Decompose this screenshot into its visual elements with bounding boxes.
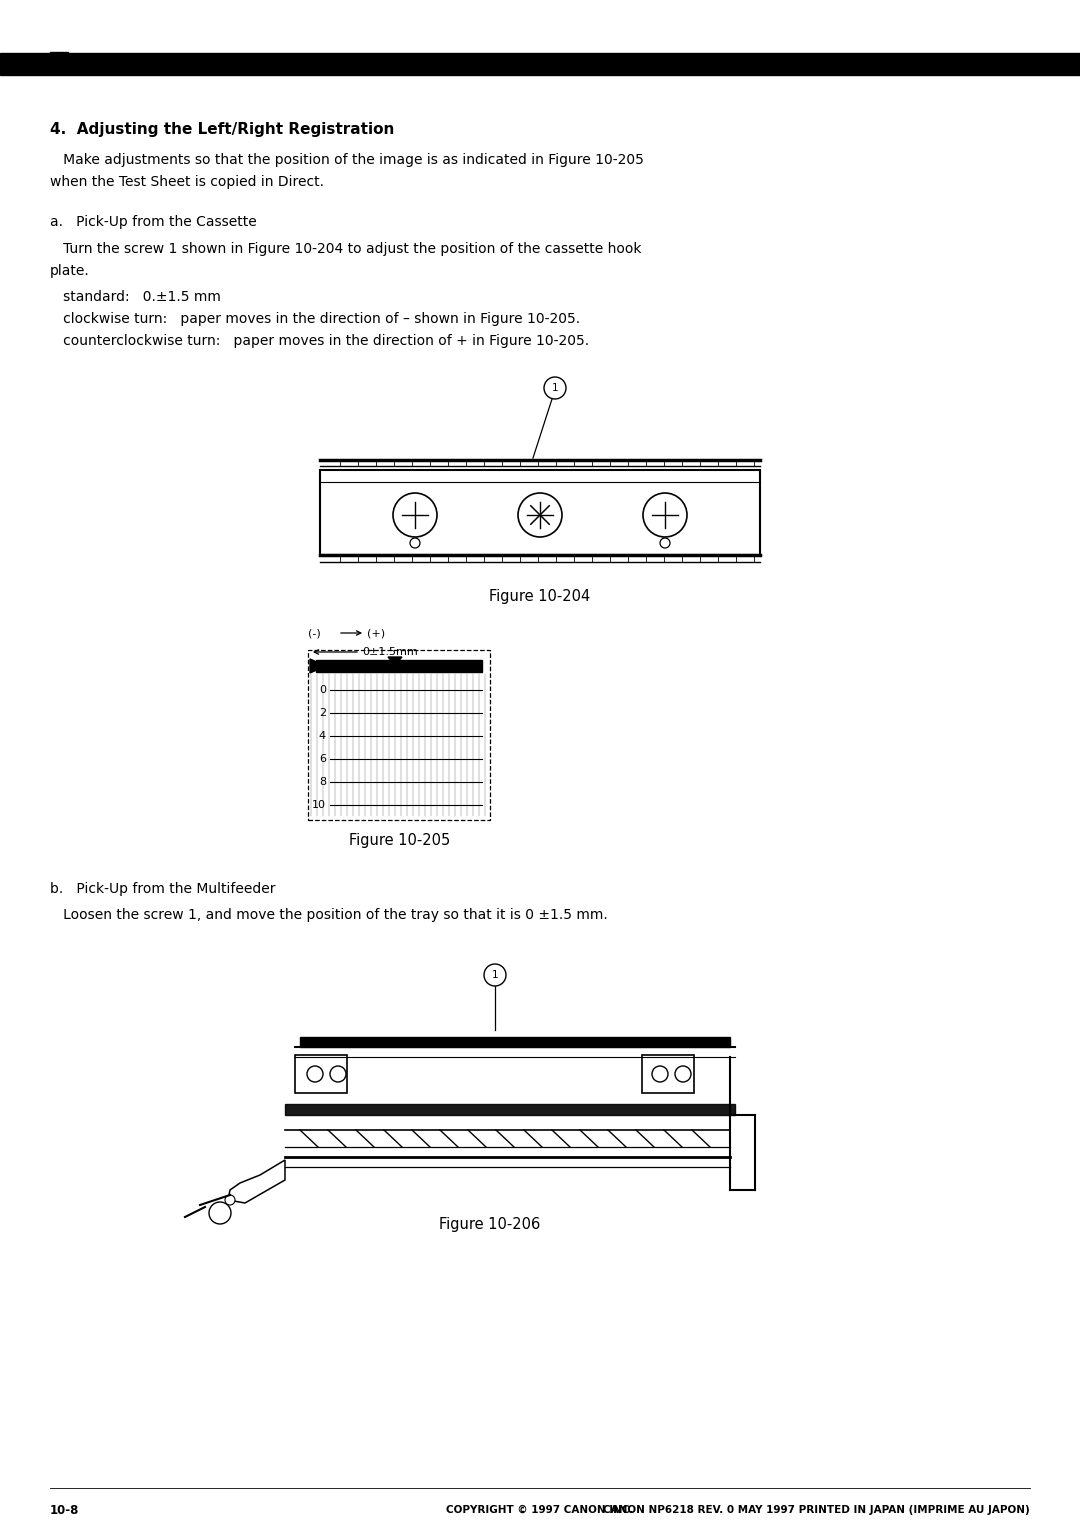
Text: CANON NP6218 REV. 0 MAY 1997 PRINTED IN JAPAN (IMPRIME AU JAPON): CANON NP6218 REV. 0 MAY 1997 PRINTED IN …: [604, 1505, 1030, 1514]
Text: clockwise turn:   paper moves in the direction of – shown in Figure 10-205.: clockwise turn: paper moves in the direc…: [50, 312, 580, 325]
Text: 4: 4: [319, 730, 326, 741]
Bar: [308, 649, 490, 821]
Text: 1: 1: [552, 384, 558, 393]
Text: (+): (+): [367, 628, 386, 639]
Text: 10: 10: [312, 801, 326, 810]
Text: COPYRIGHT © 1997 CANON INC.: COPYRIGHT © 1997 CANON INC.: [446, 1505, 634, 1514]
Text: Figure 10-204: Figure 10-204: [489, 588, 591, 604]
Text: Turn the screw 1 shown in Figure 10-204 to adjust the position of the cassette h: Turn the screw 1 shown in Figure 10-204 …: [50, 241, 642, 257]
Text: Figure 10-206: Figure 10-206: [440, 1218, 541, 1233]
Text: standard:   0.±1.5 mm: standard: 0.±1.5 mm: [50, 290, 221, 304]
Text: b.   Pick-Up from the Multifeeder: b. Pick-Up from the Multifeeder: [50, 882, 275, 895]
Text: 10-8: 10-8: [50, 1504, 79, 1516]
Text: Make adjustments so that the position of the image is as indicated in Figure 10-: Make adjustments so that the position of…: [50, 153, 644, 167]
Text: Loosen the screw 1, and move the position of the tray so that it is 0 ±1.5 mm.: Loosen the screw 1, and move the positio…: [50, 908, 608, 921]
Text: when the Test Sheet is copied in Direct.: when the Test Sheet is copied in Direct.: [50, 176, 324, 189]
Text: (-): (-): [308, 628, 321, 639]
Text: 1: 1: [491, 970, 498, 979]
Text: counterclockwise turn:   paper moves in the direction of + in Figure 10-205.: counterclockwise turn: paper moves in th…: [50, 335, 589, 348]
Text: 0: 0: [319, 685, 326, 695]
Polygon shape: [388, 657, 402, 665]
Text: 4.  Adjusting the Left/Right Registration: 4. Adjusting the Left/Right Registration: [50, 122, 394, 138]
Bar: [316, 660, 482, 672]
Circle shape: [225, 1195, 235, 1206]
Bar: [0, 53, 1080, 75]
Bar: [50, 52, 68, 70]
Polygon shape: [310, 659, 326, 672]
Text: 0±1.5mm: 0±1.5mm: [362, 646, 418, 657]
Bar: [295, 1054, 347, 1093]
Text: plate.: plate.: [50, 264, 90, 278]
Text: Figure 10-205: Figure 10-205: [349, 833, 450, 848]
Bar: [320, 471, 760, 555]
Bar: [642, 1054, 694, 1093]
Text: 2: 2: [319, 707, 326, 718]
Text: a.   Pick-Up from the Cassette: a. Pick-Up from the Cassette: [50, 215, 257, 229]
Text: 8: 8: [319, 778, 326, 787]
Text: CHAPTER 10  TROUBLESHOOTING: CHAPTER 10 TROUBLESHOOTING: [78, 58, 300, 70]
Bar: [300, 1038, 730, 1047]
Bar: [285, 1105, 735, 1115]
Text: 6: 6: [319, 753, 326, 764]
